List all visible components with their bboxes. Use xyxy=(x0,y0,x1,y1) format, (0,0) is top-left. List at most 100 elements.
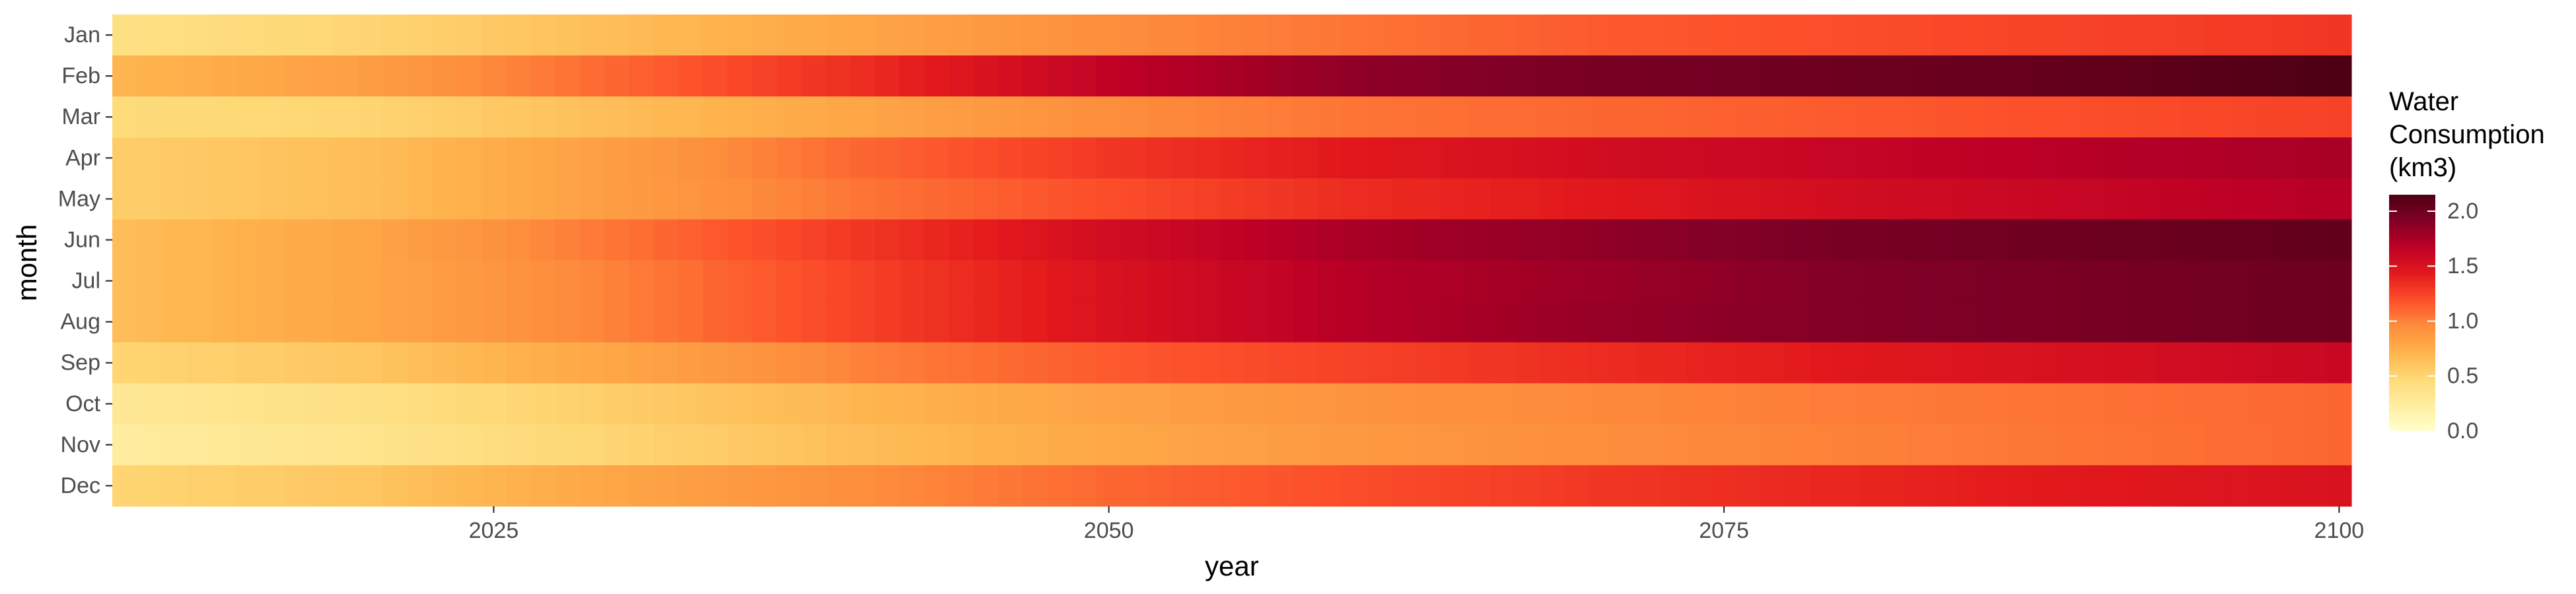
heatmap-cell xyxy=(1195,178,1220,220)
heatmap-cell xyxy=(801,342,826,384)
heatmap-cell xyxy=(2277,15,2303,56)
heatmap-cell xyxy=(801,96,826,138)
heatmap-cell xyxy=(555,178,581,220)
heatmap-cell xyxy=(1539,260,1565,302)
heatmap-cell xyxy=(1441,424,1466,466)
heatmap-cell xyxy=(2129,178,2155,220)
heatmap-cell xyxy=(1908,260,1934,302)
heatmap-cell xyxy=(2007,424,2032,466)
heatmap-cell xyxy=(358,301,384,343)
heatmap-cell xyxy=(653,219,679,261)
heatmap-cell xyxy=(1563,219,1589,261)
heatmap-cell xyxy=(1834,15,1860,56)
x-tick-label: 2075 xyxy=(1699,518,1749,543)
heatmap-cell xyxy=(211,383,236,425)
heatmap-cell xyxy=(186,383,211,425)
heatmap-cell xyxy=(1145,342,1171,384)
heatmap-cell xyxy=(1392,55,1417,97)
heatmap-cell xyxy=(1785,260,1811,302)
heatmap-cell xyxy=(112,96,137,138)
heatmap-cell xyxy=(1318,424,1343,466)
heatmap-cell xyxy=(1613,465,1639,507)
heatmap-cell xyxy=(1957,219,1983,261)
heatmap-cell xyxy=(678,178,703,220)
heatmap-cell xyxy=(137,15,162,56)
heatmap-cell xyxy=(2081,383,2106,425)
heatmap-cell xyxy=(1170,465,1196,507)
heatmap-cell xyxy=(284,137,310,179)
heatmap-cell xyxy=(1490,424,1515,466)
heatmap-cell xyxy=(2326,55,2352,97)
heatmap-cell xyxy=(629,55,655,97)
heatmap-cell xyxy=(900,178,925,220)
heatmap-cell xyxy=(235,137,261,179)
heatmap-cell xyxy=(1785,383,1811,425)
y-tick-label: Dec xyxy=(61,473,100,498)
heatmap-cell xyxy=(1884,342,1910,384)
heatmap-cell xyxy=(1022,15,1048,56)
heatmap-cell xyxy=(924,342,950,384)
heatmap-cell xyxy=(1195,424,1220,466)
heatmap-cell xyxy=(1416,55,1442,97)
heatmap-cell xyxy=(2228,465,2254,507)
heatmap-cell xyxy=(186,301,211,343)
heatmap-cell xyxy=(1662,383,1688,425)
heatmap-cell xyxy=(112,424,137,466)
heatmap-cell xyxy=(1465,424,1491,466)
heatmap-cell xyxy=(408,219,433,261)
heatmap-cell xyxy=(875,383,900,425)
heatmap-cell xyxy=(948,137,974,179)
heatmap-cell xyxy=(432,137,458,179)
heatmap-cell xyxy=(1465,465,1491,507)
heatmap-cell xyxy=(2179,342,2205,384)
heatmap-cell xyxy=(752,465,777,507)
heatmap-cell xyxy=(973,178,999,220)
heatmap-cell xyxy=(186,15,211,56)
heatmap-cell xyxy=(924,424,950,466)
heatmap-cell xyxy=(137,383,162,425)
heatmap-cell xyxy=(2179,260,2205,302)
heatmap-cell xyxy=(1613,301,1639,343)
heatmap-cell xyxy=(1785,465,1811,507)
heatmap-cell xyxy=(678,383,703,425)
heatmap-cell xyxy=(1859,383,1884,425)
heatmap-cell xyxy=(2129,342,2155,384)
heatmap-cell xyxy=(924,178,950,220)
heatmap-cell xyxy=(875,465,900,507)
heatmap-cell xyxy=(1662,260,1688,302)
heatmap-cell xyxy=(456,424,482,466)
heatmap-cell xyxy=(1047,178,1073,220)
heatmap-cell xyxy=(2031,342,2057,384)
heatmap-cell xyxy=(2228,137,2254,179)
heatmap-cell xyxy=(1367,342,1392,384)
heatmap-cell xyxy=(1170,219,1196,261)
heatmap-cell xyxy=(112,55,137,97)
heatmap-cell xyxy=(703,383,728,425)
heatmap-cell xyxy=(1933,55,1958,97)
heatmap-cell xyxy=(530,383,556,425)
heatmap-cell xyxy=(1219,15,1245,56)
heatmap-cell xyxy=(1121,55,1147,97)
heatmap-cell xyxy=(1736,342,1762,384)
heatmap-cell xyxy=(776,260,802,302)
heatmap-cell xyxy=(2154,96,2180,138)
heatmap-cell xyxy=(1490,260,1515,302)
heatmap-cell xyxy=(1687,424,1713,466)
heatmap-cell xyxy=(2129,383,2155,425)
heatmap-cell xyxy=(752,96,777,138)
heatmap-cell xyxy=(161,260,187,302)
heatmap-cell xyxy=(1957,465,1983,507)
heatmap-cell xyxy=(1933,260,1958,302)
heatmap-cell xyxy=(161,424,187,466)
heatmap-cell xyxy=(1342,465,1368,507)
heatmap-cell xyxy=(2228,15,2254,56)
heatmap-cell xyxy=(948,301,974,343)
heatmap-cell xyxy=(334,96,359,138)
heatmap-cell xyxy=(1760,383,1786,425)
heatmap-cell xyxy=(1268,137,1294,179)
heatmap-cell xyxy=(309,219,334,261)
heatmap-cell xyxy=(1392,137,1417,179)
heatmap-cell xyxy=(235,96,261,138)
heatmap-cell xyxy=(2031,424,2057,466)
heatmap-cell xyxy=(1121,178,1147,220)
